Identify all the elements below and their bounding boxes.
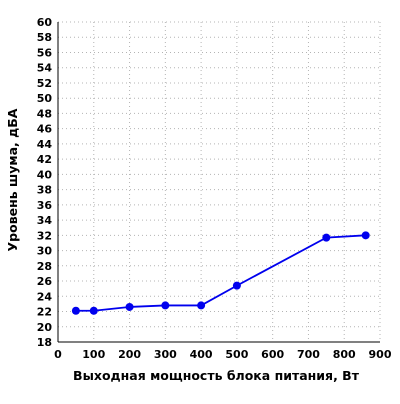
x-tick-labels: 0 100 200 300 400 500 600 700 800 900 bbox=[54, 348, 392, 361]
y-tick-label: 24 bbox=[37, 290, 53, 303]
y-tick-label: 28 bbox=[37, 260, 52, 273]
series-line bbox=[75, 234, 366, 312]
data-point bbox=[71, 306, 80, 315]
y-tick-label: 50 bbox=[37, 92, 53, 105]
y-tick-label: 34 bbox=[37, 214, 53, 227]
data-point bbox=[125, 302, 134, 311]
data-point bbox=[89, 306, 98, 315]
x-tick-label: 100 bbox=[82, 348, 105, 361]
y-tick-label: 42 bbox=[37, 153, 52, 166]
y-tick-label: 32 bbox=[37, 229, 52, 242]
x-tick-label: 0 bbox=[54, 348, 62, 361]
x-axis-title: Выходная мощность блока питания, Вт bbox=[73, 368, 360, 383]
y-tick-label: 58 bbox=[37, 31, 52, 44]
x-tick-label: 200 bbox=[118, 348, 141, 361]
data-point bbox=[161, 301, 170, 310]
x-tick-label: 700 bbox=[297, 348, 320, 361]
x-tick-label: 500 bbox=[225, 348, 248, 361]
x-tick-label: 400 bbox=[190, 348, 213, 361]
y-tick-labels: 18 20 22 24 26 28 30 32 34 36 38 40 42 44 46 48 50 52 54 56… bbox=[37, 16, 53, 349]
y-tick-label: 18 bbox=[37, 336, 52, 349]
y-tick-label: 26 bbox=[37, 275, 53, 288]
plot-area bbox=[58, 22, 380, 342]
data-point bbox=[232, 281, 241, 290]
x-tick-label: 600 bbox=[261, 348, 284, 361]
x-tick-label: 900 bbox=[369, 348, 392, 361]
y-tick-label: 40 bbox=[37, 168, 53, 181]
y-tick-label: 44 bbox=[37, 138, 53, 151]
data-point bbox=[197, 301, 206, 310]
axes bbox=[57, 22, 380, 343]
y-tick-label: 48 bbox=[37, 107, 52, 120]
y-tick-label: 46 bbox=[37, 123, 53, 136]
y-tick-label: 60 bbox=[37, 16, 53, 29]
data-point bbox=[322, 233, 331, 242]
y-tick-label: 20 bbox=[37, 321, 53, 334]
y-tick-label: 54 bbox=[37, 62, 53, 75]
y-tick-label: 22 bbox=[37, 306, 52, 319]
data-point bbox=[361, 231, 370, 240]
y-tick-label: 36 bbox=[37, 199, 53, 212]
y-tick-label: 38 bbox=[37, 184, 52, 197]
y-tick-label: 30 bbox=[37, 245, 53, 258]
x-tick-label: 800 bbox=[333, 348, 356, 361]
y-tick-label: 56 bbox=[37, 46, 53, 59]
y-tick-label: 52 bbox=[37, 77, 52, 90]
grid bbox=[58, 21, 381, 342]
series bbox=[71, 231, 370, 315]
x-tick-label: 300 bbox=[154, 348, 177, 361]
y-axis-title: Уровень шума, дБА bbox=[5, 108, 20, 251]
